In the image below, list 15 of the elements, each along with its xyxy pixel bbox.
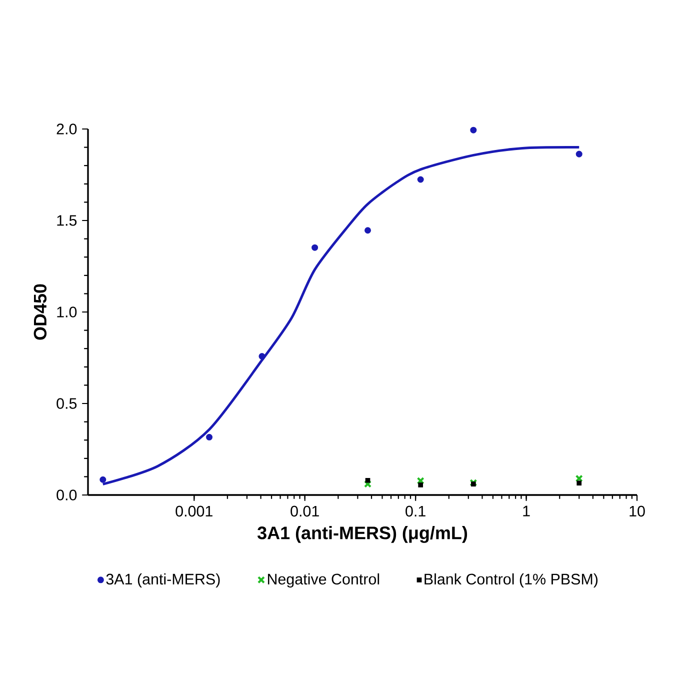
x-tick-label: 1 <box>523 506 530 516</box>
legend-label: Blank Control (1% PBSM) <box>424 573 598 588</box>
y-tick-label: 2.0 <box>56 124 77 134</box>
x-tick-label: 0.001 <box>176 506 212 517</box>
x-tick-label: 10 <box>630 506 645 517</box>
x-tick-label: 0.1 <box>406 506 426 517</box>
legend-label: 3A1 (anti-MERS) <box>106 573 220 588</box>
legend-label: Negative Control <box>268 573 380 588</box>
y-tick-label: 0.5 <box>56 398 77 409</box>
y-tick-label: 1.5 <box>57 215 77 226</box>
x-axis-title: 3A1 (anti-MERS) (μg/mL) <box>257 526 468 543</box>
y-axis-title: OD450 <box>34 284 47 340</box>
y-tick-label: 0.0 <box>56 490 77 500</box>
x-tick-label: 0.01 <box>290 506 319 517</box>
y-tick-label: 1.0 <box>57 306 77 318</box>
